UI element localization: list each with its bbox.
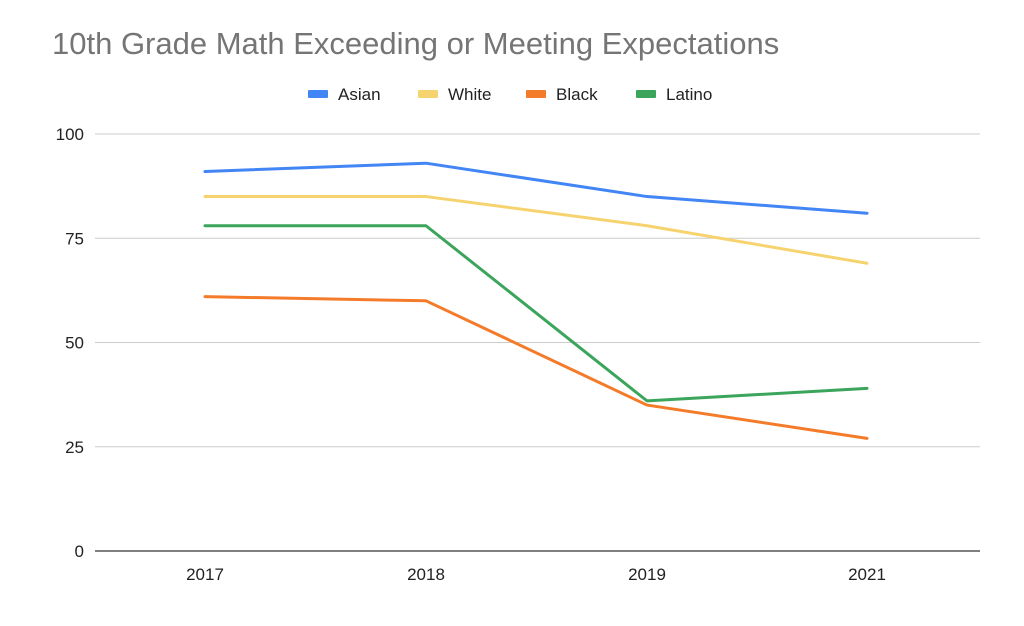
legend-swatch [308,90,328,98]
x-tick-label: 2018 [407,565,445,584]
legend-item-latino: Latino [636,85,712,104]
x-tick-label: 2019 [628,565,666,584]
series-line-white [203,195,869,265]
legend: Asian White Black Latino [308,85,712,104]
legend-label: Black [556,85,598,104]
y-tick-label: 75 [65,229,84,248]
legend-item-white: White [418,85,491,104]
series-lines [203,161,869,440]
y-tick-label: 0 [75,542,84,561]
legend-item-black: Black [526,85,598,104]
series-line-asian [203,161,869,215]
x-axis-ticks: 2017 2018 2019 2021 [186,565,886,584]
legend-swatch [636,90,656,98]
legend-label: Asian [338,85,381,104]
series-line-latino [203,224,869,403]
y-tick-label: 50 [65,334,84,353]
y-tick-label: 100 [56,125,84,144]
legend-swatch [526,90,546,98]
series-line-black [203,295,869,440]
legend-item-asian: Asian [308,85,381,104]
y-tick-label: 25 [65,438,84,457]
x-tick-label: 2021 [848,565,886,584]
chart-title: 10th Grade Math Exceeding or Meeting Exp… [52,26,780,61]
legend-swatch [418,90,438,98]
y-axis-ticks: 0 25 50 75 100 [56,125,84,561]
gridlines [95,133,980,552]
x-tick-label: 2017 [186,565,224,584]
legend-label: White [448,85,491,104]
legend-label: Latino [666,85,712,104]
